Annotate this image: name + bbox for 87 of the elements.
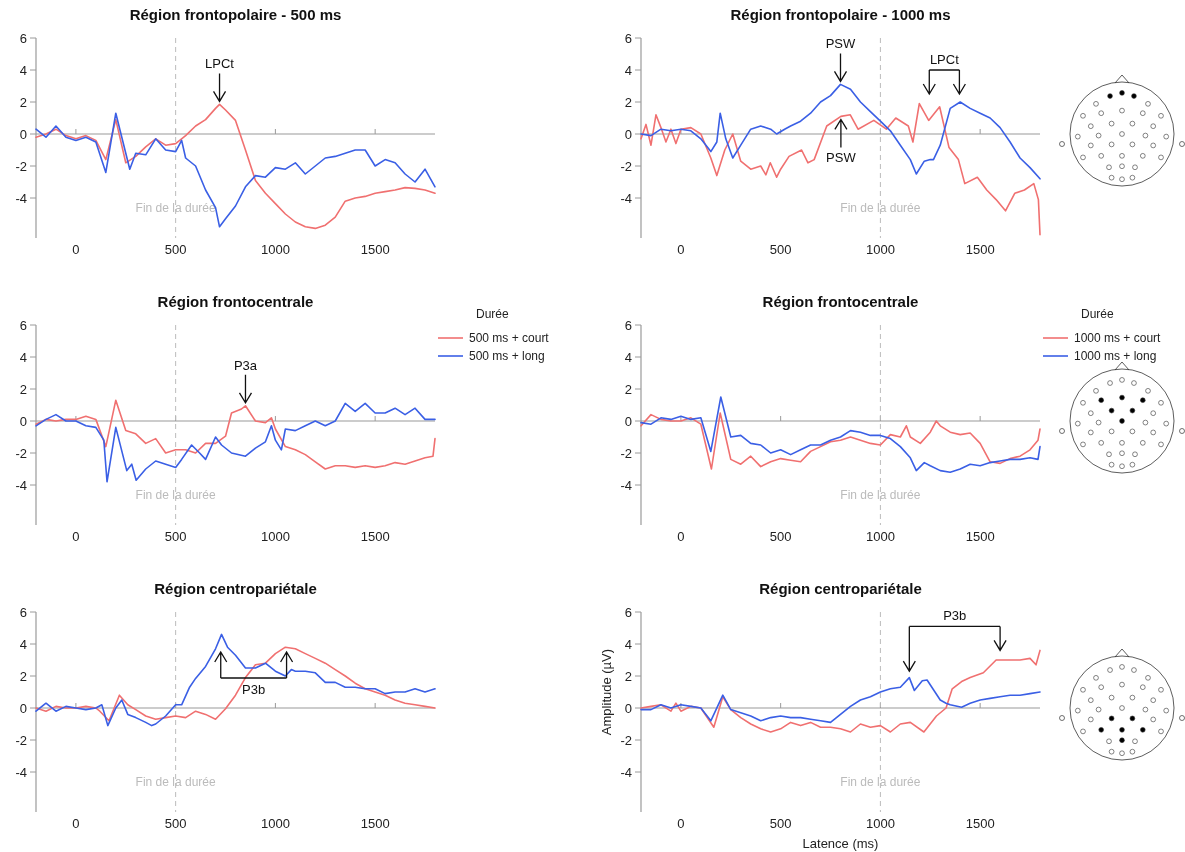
annotation: P3b: [943, 608, 967, 624]
y-tick-label: -4: [15, 191, 27, 206]
x-tick-label: 1500: [360, 529, 390, 544]
annotation: LPCt: [205, 56, 235, 72]
x-tick-label: 1000: [260, 529, 290, 544]
legend-label: 1000 ms + long: [1074, 349, 1157, 363]
y-tick-label: -4: [620, 765, 632, 780]
x-tick-label: 500: [769, 816, 792, 831]
ref-line-label: Fin de la durée: [840, 201, 921, 215]
y-tick-label: -2: [15, 446, 27, 461]
y-tick-label: 0: [624, 414, 632, 429]
x-tick-label: 0: [677, 529, 685, 544]
y-tick-label: 6: [624, 318, 632, 333]
y-tick-label: -2: [15, 159, 27, 174]
annotation: PSW: [826, 150, 857, 166]
x-tick-label: 1500: [360, 816, 390, 831]
x-tick-label: 0: [72, 529, 80, 544]
y-tick-label: -2: [15, 733, 27, 748]
legend-label: 500 ms + long: [469, 349, 545, 363]
x-tick-label: 0: [72, 816, 80, 831]
legend-label: 1000 ms + court: [1074, 331, 1162, 345]
legend-title: Durée: [1081, 307, 1115, 321]
y-tick-label: -4: [620, 478, 632, 493]
x-tick-label: 1000: [865, 529, 895, 544]
x-tick-label: 0: [677, 816, 685, 831]
chart-title: Région centropariétale: [759, 580, 922, 597]
chart-title: Région frontopolaire - 1000 ms: [730, 6, 951, 23]
ref-line-label: Fin de la durée: [135, 488, 216, 502]
annotation: LPCt: [929, 52, 960, 67]
y-tick-label: -4: [620, 191, 632, 206]
x-tick-label: 1000: [260, 816, 290, 831]
x-tick-label: 500: [769, 242, 792, 257]
chart-title: Région frontopolaire - 500 ms: [129, 6, 342, 23]
y-tick-label: 6: [19, 31, 27, 46]
x-tick-label: 1500: [965, 529, 995, 544]
annotation: PSW: [825, 36, 857, 52]
y-tick-label: 4: [624, 350, 632, 365]
x-tick-label: 1000: [865, 242, 895, 257]
x-tick-label: 500: [164, 242, 187, 257]
y-tick-label: 6: [19, 318, 27, 333]
x-tick-label: 500: [164, 816, 187, 831]
ref-line-label: Fin de la durée: [135, 201, 216, 215]
ref-line-label: Fin de la durée: [840, 488, 921, 502]
ref-line-label: Fin de la durée: [135, 775, 216, 789]
y-tick-label: 0: [19, 414, 27, 429]
y-tick-label: 0: [19, 127, 27, 142]
y-tick-label: 6: [624, 605, 632, 620]
y-tick-label: 6: [19, 605, 27, 620]
legend-title: Durée: [476, 307, 510, 321]
x-tick-label: 0: [677, 242, 685, 257]
x-tick-label: 500: [164, 529, 187, 544]
y-tick-label: -2: [620, 446, 632, 461]
y-tick-label: 2: [624, 95, 632, 110]
y-tick-label: 0: [19, 701, 27, 716]
y-tick-label: -2: [620, 159, 632, 174]
x-tick-label: 1500: [360, 242, 390, 257]
x-tick-label: 1000: [865, 816, 895, 831]
y-tick-label: 2: [19, 95, 27, 110]
annotation: P3b: [242, 682, 266, 697]
y-tick-label: 6: [624, 31, 632, 46]
ref-line-label: Fin de la durée: [840, 775, 921, 789]
y-tick-label: 4: [19, 350, 27, 365]
y-tick-label: 2: [19, 382, 27, 397]
y-tick-label: 4: [19, 63, 27, 78]
y-tick-label: 2: [624, 669, 632, 684]
y-tick-label: 4: [624, 637, 632, 652]
chart-title: Région centropariétale: [154, 580, 317, 597]
x-tick-label: 1500: [965, 242, 995, 257]
y-tick-label: -2: [620, 733, 632, 748]
x-axis-title: Latence (ms): [802, 836, 879, 851]
x-tick-label: 500: [769, 529, 792, 544]
y-tick-label: 2: [19, 669, 27, 684]
y-tick-label: 4: [19, 637, 27, 652]
y-tick-label: 0: [624, 701, 632, 716]
annotation: P3a: [233, 357, 258, 373]
x-tick-label: 1000: [260, 242, 290, 257]
y-tick-label: 0: [624, 127, 632, 142]
chart-title: Région frontocentrale: [762, 293, 919, 310]
y-tick-label: 4: [624, 63, 632, 78]
y-axis-title: Amplitude (µV): [599, 648, 614, 736]
chart-title: Région frontocentrale: [157, 293, 314, 310]
y-tick-label: -4: [15, 478, 27, 493]
x-tick-label: 1500: [965, 816, 995, 831]
legend-label: 500 ms + court: [469, 331, 550, 345]
x-tick-label: 0: [72, 242, 80, 257]
y-tick-label: -4: [15, 765, 27, 780]
y-tick-label: 2: [624, 382, 632, 397]
